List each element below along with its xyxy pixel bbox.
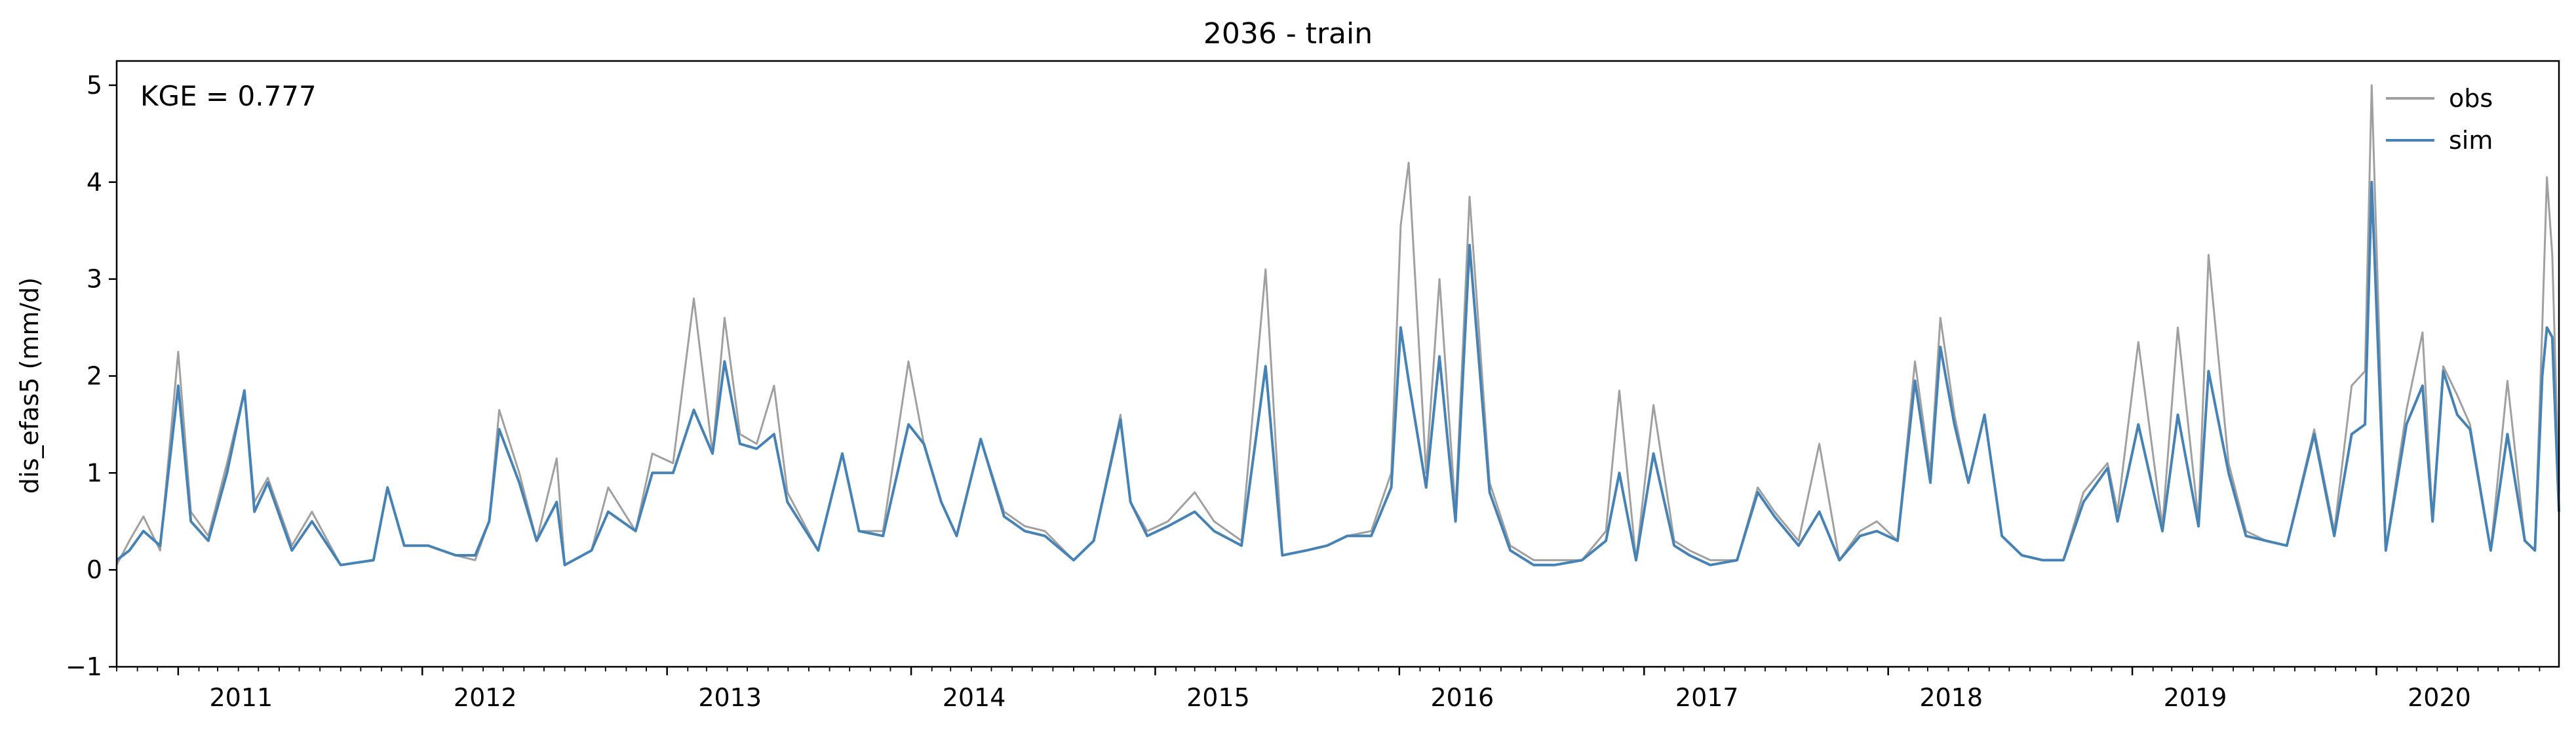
series-line-sim bbox=[115, 180, 2560, 566]
x-tick-label: 2015 bbox=[1186, 683, 1250, 712]
x-tick-label: 2016 bbox=[1431, 683, 1494, 712]
series-line-obs bbox=[115, 84, 2560, 566]
x-tick-label: 2013 bbox=[698, 683, 762, 712]
legend: obs sim bbox=[2386, 84, 2493, 155]
y-tick-label: −1 bbox=[66, 652, 102, 681]
series-layer bbox=[115, 84, 2560, 566]
y-axis-ticks: −1 0 1 2 3 4 5 bbox=[66, 71, 117, 681]
x-tick-label: 2012 bbox=[454, 683, 517, 712]
x-tick-label: 2017 bbox=[1675, 683, 1739, 712]
y-tick-label: 0 bbox=[87, 555, 102, 584]
x-tick-label: 2014 bbox=[943, 683, 1006, 712]
kge-annotation: KGE = 0.777 bbox=[140, 80, 317, 112]
legend-label-sim: sim bbox=[2449, 126, 2493, 155]
y-tick-label: 1 bbox=[87, 458, 102, 487]
x-axis-ticks: 2011 2012 2013 2014 2015 2016 2017 2018 2019 2020 bbox=[116, 667, 2541, 712]
y-tick-label: 5 bbox=[87, 71, 102, 100]
plot-frame bbox=[115, 60, 2560, 668]
x-tick-label: 2011 bbox=[210, 683, 273, 712]
y-tick-label: 2 bbox=[87, 361, 102, 390]
x-tick-label: 2020 bbox=[2408, 683, 2471, 712]
y-tick-label: 4 bbox=[87, 168, 102, 197]
y-tick-label: 3 bbox=[87, 265, 102, 294]
y-axis-label: dis_efas5 (mm/d) bbox=[15, 277, 44, 494]
x-tick-label: 2019 bbox=[2164, 683, 2227, 712]
chart-title: 2036 - train bbox=[1203, 17, 1373, 50]
legend-label-obs: obs bbox=[2449, 84, 2493, 113]
x-tick-label: 2018 bbox=[1919, 683, 1983, 712]
